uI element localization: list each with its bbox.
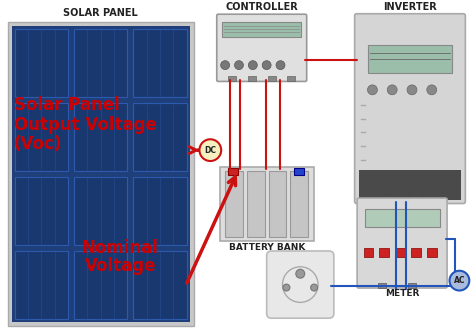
Circle shape bbox=[427, 85, 437, 95]
Bar bbox=[359, 170, 461, 200]
Bar bbox=[294, 168, 304, 175]
Circle shape bbox=[248, 61, 257, 70]
Bar bbox=[411, 248, 421, 257]
Bar bbox=[222, 22, 301, 38]
Text: Output Voltage: Output Voltage bbox=[14, 116, 156, 134]
Circle shape bbox=[310, 284, 318, 291]
Bar bbox=[133, 28, 187, 97]
Text: BATTERY BANK: BATTERY BANK bbox=[229, 243, 305, 252]
Text: Solar Panel: Solar Panel bbox=[14, 96, 119, 114]
Text: AC: AC bbox=[454, 276, 465, 285]
Text: METER: METER bbox=[385, 288, 419, 297]
Circle shape bbox=[387, 85, 397, 95]
Text: Voltage: Voltage bbox=[84, 257, 156, 275]
Circle shape bbox=[283, 284, 290, 291]
Bar bbox=[74, 177, 128, 245]
Circle shape bbox=[221, 61, 229, 70]
Bar bbox=[247, 171, 264, 237]
Circle shape bbox=[235, 61, 244, 70]
Circle shape bbox=[296, 269, 305, 278]
Bar bbox=[411, 197, 419, 203]
Text: INVERTER: INVERTER bbox=[383, 2, 437, 12]
Text: (Voc): (Voc) bbox=[14, 135, 62, 153]
Text: SOLAR PANEL: SOLAR PANEL bbox=[63, 8, 138, 18]
Circle shape bbox=[449, 271, 469, 290]
Bar bbox=[378, 283, 386, 287]
Text: CONTROLLER: CONTROLLER bbox=[225, 2, 298, 12]
Bar bbox=[228, 76, 236, 81]
Text: DC: DC bbox=[204, 146, 216, 155]
Circle shape bbox=[262, 61, 271, 70]
Bar bbox=[379, 248, 389, 257]
Text: Nominal: Nominal bbox=[82, 239, 159, 257]
Bar bbox=[228, 168, 238, 175]
Bar bbox=[364, 248, 374, 257]
Bar bbox=[74, 251, 128, 319]
Bar bbox=[269, 171, 286, 237]
Bar bbox=[12, 25, 190, 322]
Circle shape bbox=[276, 61, 285, 70]
Bar bbox=[365, 209, 440, 227]
Bar bbox=[268, 76, 275, 81]
FancyBboxPatch shape bbox=[357, 198, 447, 288]
FancyBboxPatch shape bbox=[267, 251, 334, 318]
FancyBboxPatch shape bbox=[217, 14, 307, 81]
Bar bbox=[8, 22, 193, 326]
Circle shape bbox=[407, 85, 417, 95]
Bar bbox=[408, 283, 416, 287]
Bar bbox=[74, 28, 128, 97]
Bar bbox=[15, 103, 68, 171]
Bar bbox=[386, 197, 394, 203]
Bar bbox=[15, 251, 68, 319]
FancyBboxPatch shape bbox=[355, 14, 465, 204]
Bar bbox=[427, 248, 437, 257]
Bar bbox=[220, 167, 314, 241]
Bar bbox=[395, 248, 405, 257]
Bar bbox=[133, 177, 187, 245]
Bar bbox=[225, 171, 243, 237]
Bar bbox=[133, 103, 187, 171]
Bar bbox=[368, 45, 452, 73]
Bar bbox=[15, 28, 68, 97]
Bar bbox=[15, 177, 68, 245]
Bar bbox=[133, 251, 187, 319]
Bar bbox=[74, 103, 128, 171]
Circle shape bbox=[367, 85, 377, 95]
Bar bbox=[248, 76, 256, 81]
Bar bbox=[287, 76, 295, 81]
Circle shape bbox=[200, 139, 221, 161]
Bar bbox=[291, 171, 308, 237]
